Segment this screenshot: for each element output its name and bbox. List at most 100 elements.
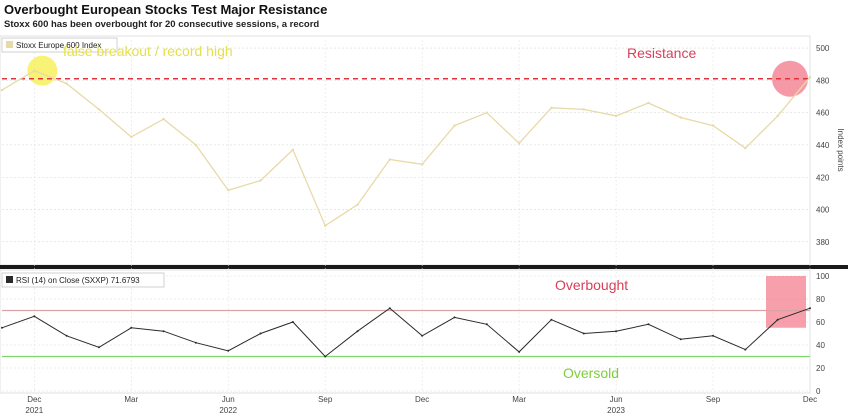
price-point bbox=[130, 135, 133, 139]
rsi-point bbox=[324, 355, 327, 358]
rsi-points bbox=[1, 307, 811, 358]
price-point bbox=[679, 116, 682, 119]
rsi-point bbox=[259, 332, 262, 335]
overbought-highlight bbox=[766, 276, 806, 328]
price-point bbox=[550, 106, 553, 110]
price-point bbox=[744, 146, 747, 150]
rsi-point bbox=[65, 334, 68, 337]
rsi-point bbox=[356, 330, 359, 333]
rsi-legend-label: RSI (14) on Close (SXXP) 71.6793 bbox=[16, 276, 140, 285]
rsi-y-tick-label: 100 bbox=[816, 272, 830, 281]
rsi-point bbox=[615, 330, 618, 333]
price-y-tick-label: 440 bbox=[816, 141, 830, 150]
price-point bbox=[356, 203, 359, 206]
rsi-point bbox=[421, 334, 424, 337]
price-point bbox=[324, 224, 327, 227]
rsi-y-tick-label: 40 bbox=[816, 341, 825, 350]
rsi-point bbox=[33, 315, 36, 318]
price-point bbox=[420, 163, 424, 166]
price-point bbox=[194, 143, 198, 147]
year-label: 2021 bbox=[25, 406, 43, 415]
rsi-legend-swatch bbox=[6, 276, 13, 283]
price-point bbox=[517, 142, 521, 145]
resistance-annotation: Resistance bbox=[627, 45, 696, 61]
rsi-point bbox=[130, 326, 133, 329]
x-tick-label: Jun bbox=[222, 395, 235, 404]
x-tick-label: Dec bbox=[415, 395, 429, 404]
price-point bbox=[227, 188, 230, 192]
price-legend-swatch bbox=[6, 41, 13, 48]
rsi-point bbox=[485, 323, 488, 326]
rsi-point bbox=[518, 350, 521, 353]
rsi-point bbox=[744, 348, 747, 351]
x-tick-label: Jun bbox=[610, 395, 623, 404]
rsi-y-tick-label: 80 bbox=[816, 295, 825, 304]
x-tick-label: Dec bbox=[803, 395, 817, 404]
rsi-point bbox=[776, 318, 779, 321]
chart-subtitle: Stoxx 600 has been overbought for 20 con… bbox=[4, 19, 320, 30]
price-point bbox=[582, 108, 585, 111]
rsi-point bbox=[388, 307, 391, 310]
price-y-ticks: 380 400 420 440 460 480 500 bbox=[816, 44, 830, 247]
rsi-y-tick-label: 0 bbox=[816, 387, 821, 396]
price-point bbox=[485, 111, 488, 114]
rsi-point bbox=[582, 332, 585, 335]
price-point bbox=[388, 158, 392, 161]
rsi-y-tick-label: 20 bbox=[816, 364, 825, 373]
rsi-point bbox=[712, 334, 715, 337]
rsi-series-line bbox=[1, 307, 811, 358]
year-labels: 2021 2022 2023 bbox=[25, 406, 625, 415]
false-breakout-annotation: false breakout / record high bbox=[63, 43, 233, 59]
price-point bbox=[0, 88, 4, 92]
price-y-axis-label: Index points bbox=[836, 128, 845, 171]
oversold-annotation: Oversold bbox=[563, 365, 619, 381]
price-y-tick-label: 380 bbox=[816, 238, 830, 247]
price-y-tick-label: 420 bbox=[816, 173, 830, 182]
price-legend-label: Stoxx Europe 600 Index bbox=[16, 41, 101, 50]
price-panel bbox=[0, 35, 811, 266]
overbought-annotation: Overbought bbox=[555, 277, 628, 293]
price-point bbox=[776, 114, 779, 118]
price-point bbox=[291, 148, 295, 152]
rsi-legend: RSI (14) on Close (SXXP) 71.6793 bbox=[1, 272, 165, 288]
rsi-point bbox=[453, 316, 456, 319]
x-gridlines bbox=[34, 40, 811, 391]
price-point bbox=[259, 179, 262, 182]
x-tick-label: Dec bbox=[27, 395, 41, 404]
price-y-tick-label: 480 bbox=[816, 76, 830, 85]
price-gridlines bbox=[2, 47, 810, 243]
rsi-point bbox=[679, 338, 682, 341]
price-point bbox=[97, 108, 101, 111]
price-points bbox=[0, 69, 812, 227]
price-y-tick-label: 400 bbox=[816, 206, 830, 215]
rsi-panel bbox=[0, 269, 811, 394]
x-tick-label: Sep bbox=[318, 395, 333, 404]
rsi-point bbox=[647, 323, 650, 326]
price-y-tick-label: 460 bbox=[816, 109, 830, 118]
rsi-point bbox=[1, 326, 3, 329]
price-point bbox=[65, 82, 68, 85]
rsi-y-tick-label: 60 bbox=[816, 318, 825, 327]
rsi-point bbox=[227, 349, 230, 352]
rsi-point bbox=[97, 346, 100, 349]
year-label: 2022 bbox=[219, 406, 237, 415]
price-series-line bbox=[1, 69, 811, 227]
x-tick-label: Mar bbox=[512, 395, 526, 404]
rsi-point bbox=[809, 307, 811, 310]
chart-title: Overbought European Stocks Test Major Re… bbox=[4, 2, 328, 17]
price-point bbox=[711, 124, 715, 127]
x-tick-label: Mar bbox=[124, 395, 138, 404]
rsi-point bbox=[550, 318, 553, 321]
price-point bbox=[162, 117, 165, 121]
rsi-y-ticks: 0 20 40 60 80 100 bbox=[816, 272, 830, 396]
price-point bbox=[453, 124, 456, 127]
rsi-point bbox=[162, 330, 165, 333]
price-point bbox=[33, 69, 36, 72]
price-point bbox=[647, 101, 650, 105]
record-high-highlight bbox=[27, 55, 58, 86]
panel-separator bbox=[0, 265, 848, 269]
x-ticks: Dec Mar Jun Sep Dec Mar Jun Sep Dec bbox=[27, 395, 817, 404]
year-label: 2023 bbox=[607, 406, 625, 415]
price-y-tick-label: 500 bbox=[816, 44, 830, 53]
